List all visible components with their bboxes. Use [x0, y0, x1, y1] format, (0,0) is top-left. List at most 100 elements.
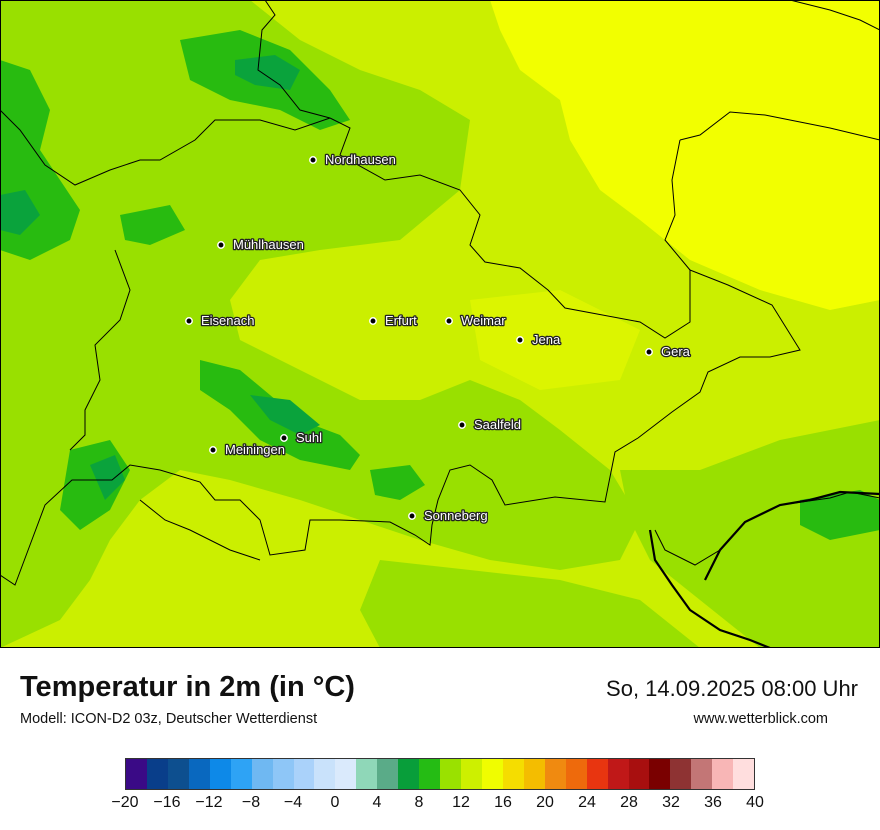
city-label-meiningen: Meiningen: [225, 442, 285, 457]
legend-color-16: [461, 759, 482, 789]
legend-tick-label: −4: [283, 794, 303, 811]
city-dot-suhl: [280, 434, 288, 442]
city-label-eisenach: Eisenach: [201, 313, 254, 328]
field-8-10-nw: [0, 190, 40, 235]
legend-color-1: [146, 759, 168, 789]
western-border: [69, 249, 131, 451]
legend-color-11: [356, 759, 378, 789]
city-dot-eisenach: [185, 317, 193, 325]
legend-color-29: [733, 759, 755, 789]
field-8-10-harz: [235, 55, 300, 90]
legend-color-26: [670, 759, 692, 789]
forecast-datetime: So, 14.09.2025 08:00 Uhr: [606, 676, 858, 701]
northeast-border: [789, 0, 880, 31]
legend-color-3: [188, 759, 210, 789]
legend-color-17: [481, 759, 503, 789]
eastern-border: [679, 111, 880, 141]
legend-tick-label: 8: [414, 794, 424, 811]
field-12-14-southeast: [620, 420, 880, 648]
city-dot-nordhausen: [309, 156, 317, 164]
city-dot-saalfeld: [458, 421, 466, 429]
legend-tick-label: 16: [494, 794, 512, 811]
legend-color-23: [607, 759, 629, 789]
field-10-12-schiefergebirge: [370, 465, 425, 500]
legend-color-28: [712, 759, 734, 789]
legend-color-0: [126, 759, 147, 789]
temperature-legend: [125, 758, 755, 790]
legend-color-27: [691, 759, 713, 789]
legend-tick-label: 32: [662, 794, 680, 811]
legend-tick-label: 24: [578, 794, 596, 811]
city-dot-erfurt: [369, 317, 377, 325]
legend-color-6: [251, 759, 273, 789]
legend-tick-label: 12: [452, 794, 470, 811]
temperature-map: Nordhausen Mühlhausen Eisenach Erfurt Weimar…: [0, 0, 880, 648]
legend-color-5: [230, 759, 252, 789]
city-dot-weimar: [445, 317, 453, 325]
state-borders: [0, 0, 880, 586]
legend-tick-label: 0: [330, 794, 340, 811]
czech-border: [648, 529, 771, 648]
city-dot-meiningen: [209, 446, 217, 454]
temperature-field: [0, 0, 880, 648]
legend-color-9: [314, 759, 336, 789]
legend-tick-label: −8: [241, 794, 261, 811]
northwest-border: [0, 109, 331, 186]
city-label-sonneberg: Sonneberg: [424, 508, 488, 523]
city-dot-jena: [516, 336, 524, 344]
legend-tick-label: −20: [111, 794, 139, 811]
legend-tick-label: −12: [195, 794, 223, 811]
field-8-10-rhoen: [90, 455, 125, 500]
southern-border: [139, 499, 261, 561]
legend-color-8: [293, 759, 315, 789]
thuringia-border: [0, 117, 801, 586]
legend-color-12: [377, 759, 399, 789]
eastern-border-north: [664, 139, 691, 271]
city-dot-muehlhausen: [217, 241, 225, 249]
city-dot-sonneberg: [408, 512, 416, 520]
model-subtitle: Modell: ICON-D2 03z, Deutscher Wetterdie…: [20, 711, 318, 727]
legend-tick-label: 40: [746, 794, 764, 811]
czech-border-east: [704, 490, 880, 581]
field-16-18-northeast: [490, 0, 880, 310]
harz-border: [257, 0, 331, 119]
map-title: Temperatur in 2m (in °C): [20, 671, 355, 703]
website-link[interactable]: www.wetterblick.com: [693, 711, 828, 727]
legend-color-4: [209, 759, 231, 789]
legend-color-19: [523, 759, 545, 789]
legend-tick-label: 28: [620, 794, 638, 811]
city-label-nordhausen: Nordhausen: [325, 152, 396, 167]
field-8-10-forest: [250, 395, 320, 435]
city-label-saalfeld: Saalfeld: [474, 417, 521, 432]
legend-ticks: −20 −16 −12 −8 −4 0 4 8 12 16 20 24 28 32 36 40: [0, 794, 880, 818]
legend-color-13: [398, 759, 420, 789]
city-dot-gera: [645, 348, 653, 356]
legend-color-22: [586, 759, 608, 789]
field-10-12-hainich: [120, 205, 185, 245]
city-label-jena: Jena: [532, 332, 561, 347]
legend-color-18: [502, 759, 524, 789]
legend-color-25: [649, 759, 671, 789]
city-label-muehlhausen: Mühlhausen: [233, 237, 304, 252]
legend-color-21: [565, 759, 587, 789]
city-label-erfurt: Erfurt: [385, 313, 417, 328]
legend-color-2: [167, 759, 189, 789]
legend-tick-label: 36: [704, 794, 722, 811]
legend-color-10: [335, 759, 357, 789]
city-label-weimar: Weimar: [461, 313, 506, 328]
legend-color-7: [272, 759, 294, 789]
field-12-14-west: [0, 0, 640, 648]
city-markers: Nordhausen Mühlhausen Eisenach Erfurt Weimar…: [185, 151, 692, 524]
field-10-12-east: [800, 490, 880, 540]
legend-tick-label: 4: [372, 794, 382, 811]
legend-color-14: [419, 759, 441, 789]
field-16-18-center: [470, 290, 640, 390]
legend-color-20: [544, 759, 566, 789]
city-label-suhl: Suhl: [296, 430, 322, 445]
legend-color-24: [628, 759, 650, 789]
legend-color-15: [440, 759, 461, 789]
city-label-gera: Gera: [661, 344, 691, 359]
legend-tick-label: −16: [153, 794, 181, 811]
field-12-14-south: [360, 560, 700, 648]
legend-tick-label: 20: [536, 794, 554, 811]
